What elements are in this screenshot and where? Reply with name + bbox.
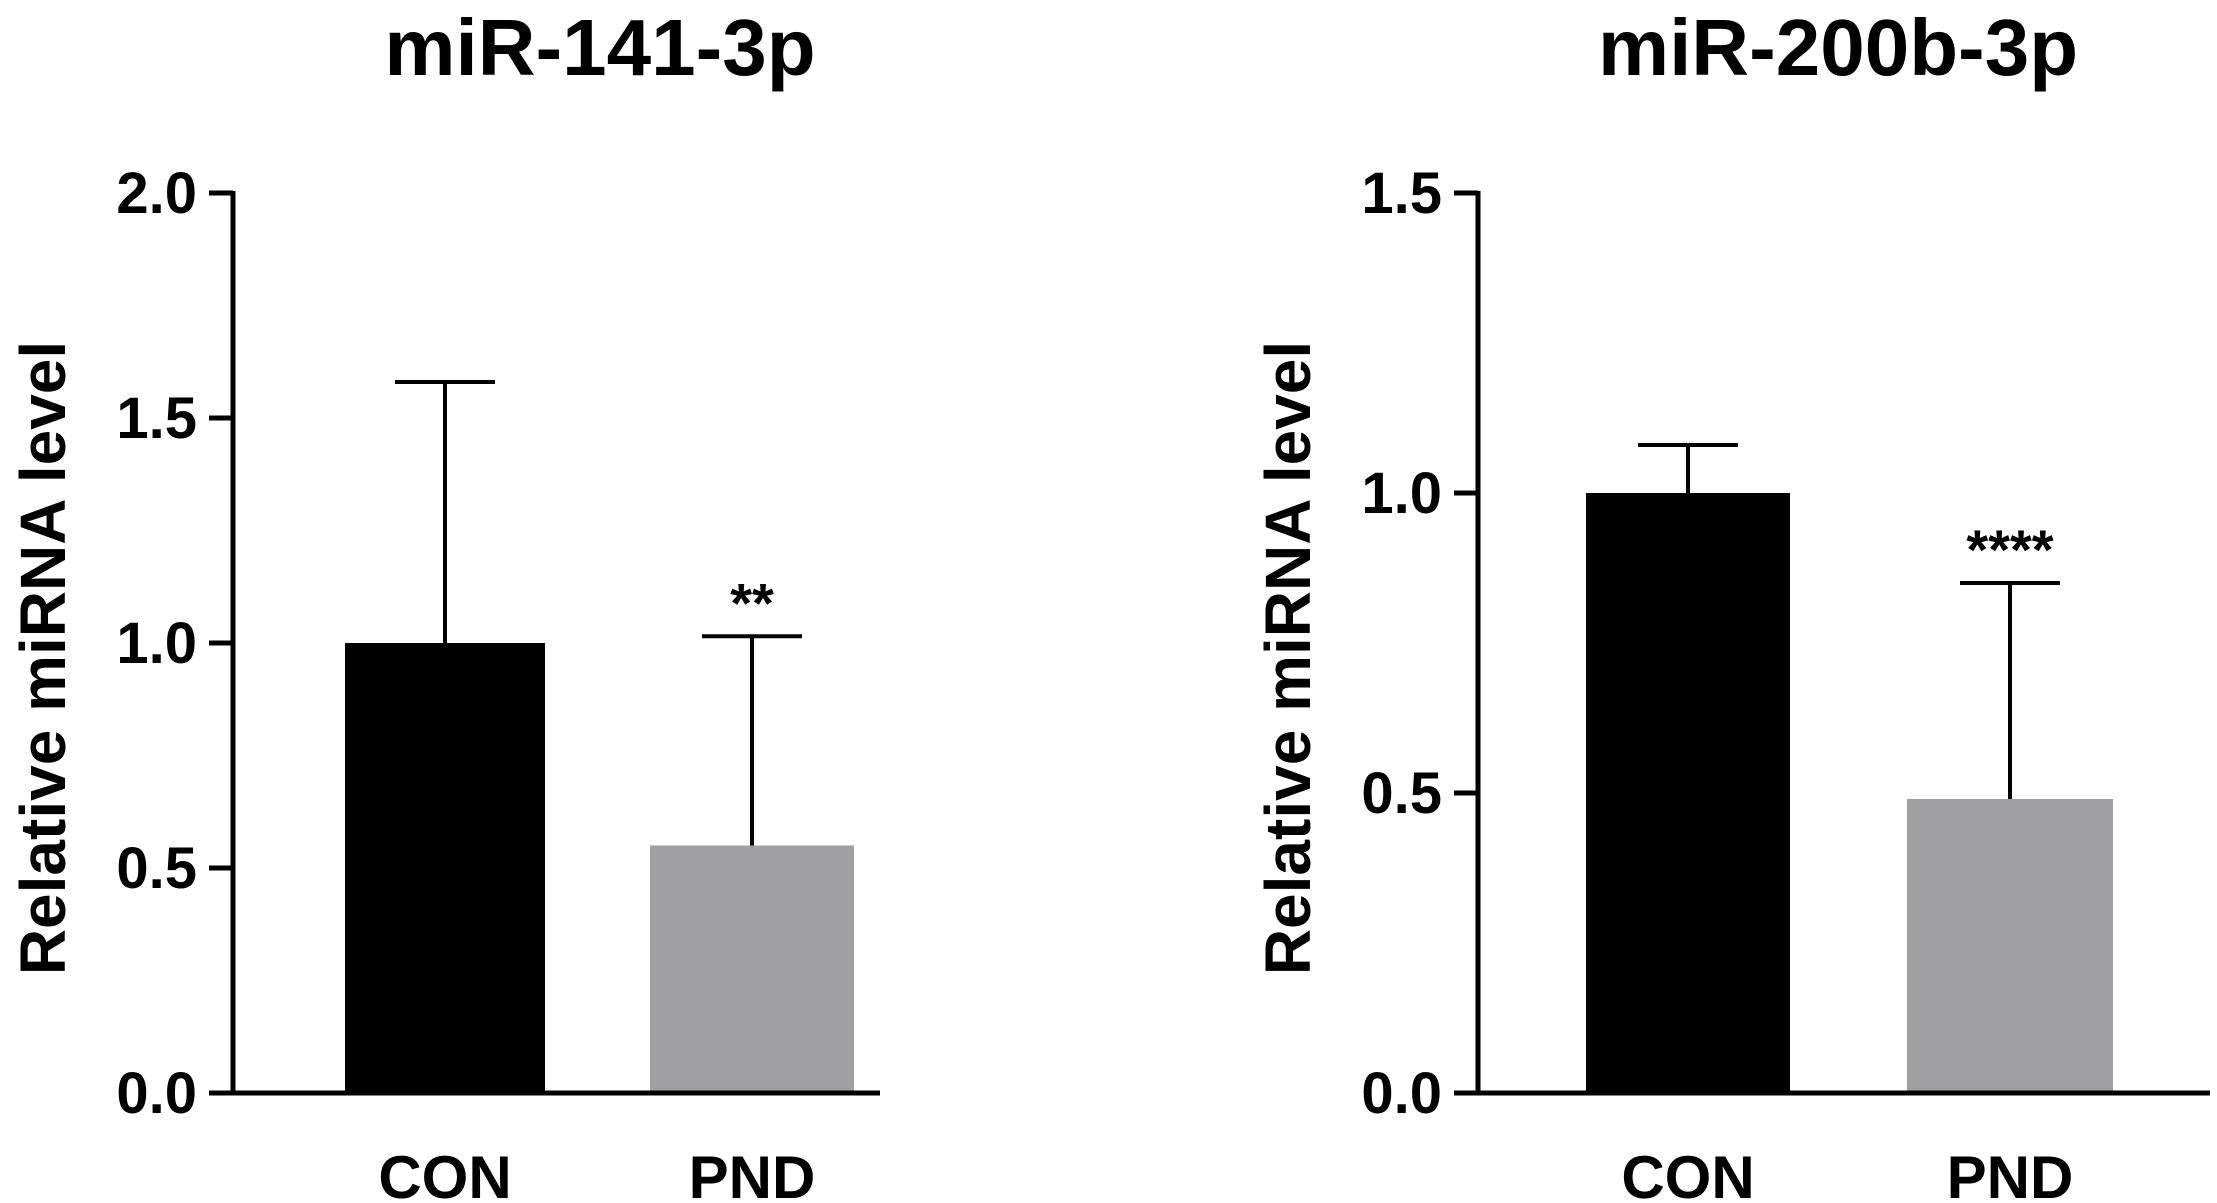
chart-mir-141-3p: miR-141-3p Relative miRNA level CON ** PND 0.… <box>7 3 880 1203</box>
y-tick-label: 1.0 <box>1361 461 1442 526</box>
chart-title: miR-200b-3p <box>1598 3 2078 92</box>
bar-pnd <box>1907 799 2113 1093</box>
y-tick-label: 0.5 <box>1361 761 1442 826</box>
significance-marker: **** <box>1966 518 2053 581</box>
bar-con <box>1586 493 1790 1093</box>
y-tick-label: 0.5 <box>116 836 197 901</box>
chart-title: miR-141-3p <box>384 3 815 92</box>
y-tick-label: 1.5 <box>1361 161 1442 226</box>
x-tick-label-pnd: PND <box>1947 1144 2074 1203</box>
x-tick-label-pnd: PND <box>689 1144 816 1203</box>
chart-mir-200b-3p: miR-200b-3p Relative miRNA level CON **** PN… <box>1252 3 2210 1203</box>
y-tick-label: 1.5 <box>116 386 197 451</box>
bar-pnd <box>650 845 854 1093</box>
y-tick-label: 1.0 <box>116 611 197 676</box>
significance-marker: ** <box>730 571 774 634</box>
y-axis-label: Relative miRNA level <box>1252 341 1324 975</box>
x-tick-label-con: CON <box>1621 1144 1754 1203</box>
y-tick-label: 2.0 <box>116 161 197 226</box>
y-tick-label: 0.0 <box>1361 1061 1442 1126</box>
y-axis-label: Relative miRNA level <box>7 341 79 975</box>
y-tick-label: 0.0 <box>116 1061 197 1126</box>
x-tick-label-con: CON <box>378 1144 511 1203</box>
bar-con <box>345 643 545 1093</box>
